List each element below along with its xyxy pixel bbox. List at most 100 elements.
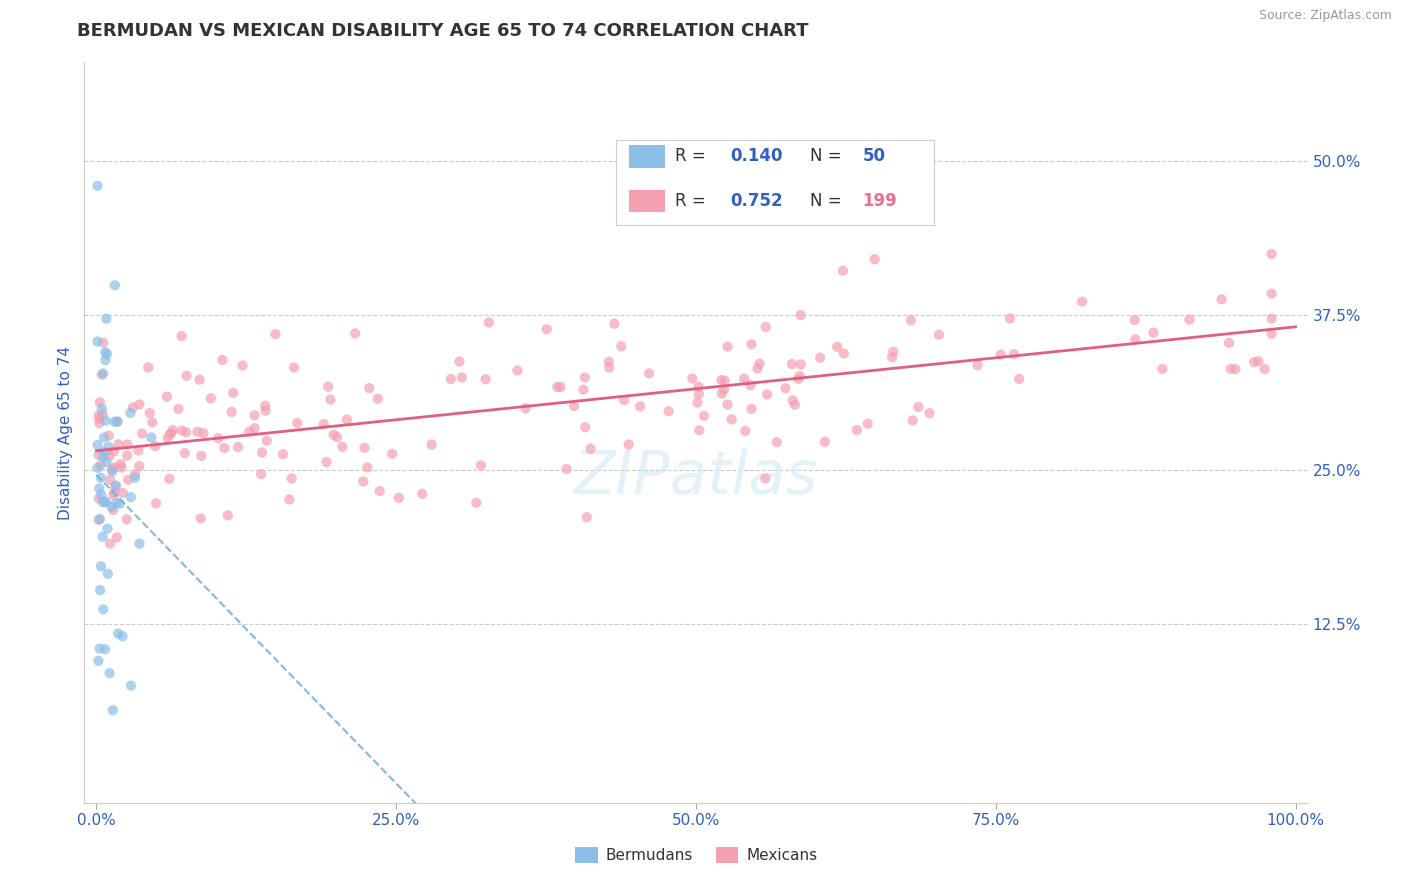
Point [710,386,733,401]
Text: N =: N = [810,192,846,210]
Point [1008,372,1031,386]
Point [332,440,354,454]
Point [226,440,249,454]
Point [598,360,620,375]
Point [139,406,162,420]
Point [1260,247,1282,261]
Y-axis label: Disability Age 65 to 74: Disability Age 65 to 74 [58,345,73,520]
Point [579,442,602,456]
Point [207,431,229,445]
Point [136,360,159,375]
Point [162,423,184,437]
Point [278,492,301,507]
Point [352,475,374,489]
Point [104,278,127,293]
Point [832,263,855,277]
Point [832,346,855,360]
Point [856,417,879,431]
Point [96,347,118,361]
Point [780,357,803,371]
Point [243,421,266,435]
Point [747,361,769,376]
Point [101,462,124,476]
Text: 0.752: 0.752 [730,192,783,210]
Point [381,447,404,461]
Point [98,449,121,463]
Point [93,444,115,458]
Point [93,431,115,445]
Point [825,340,848,354]
Point [87,448,110,462]
Point [222,385,245,400]
Point [91,530,114,544]
Point [789,308,811,322]
Point [782,393,804,408]
Point [111,629,134,643]
Point [101,703,124,717]
Point [845,423,868,437]
Point [716,340,738,354]
Point [574,370,596,384]
Point [322,427,344,442]
Point [710,373,733,387]
Point [900,313,922,327]
Point [536,322,558,336]
Point [145,496,167,510]
Point [89,512,111,526]
Text: 0.140: 0.140 [730,147,783,165]
Point [748,357,770,371]
Point [97,429,120,443]
Text: BERMUDAN VS MEXICAN DISABILITY AGE 65 TO 74 CORRELATION CHART: BERMUDAN VS MEXICAN DISABILITY AGE 65 TO… [77,22,808,40]
Point [120,406,142,420]
Point [107,626,129,640]
Point [250,467,273,482]
Text: 199: 199 [862,192,897,210]
Point [449,354,471,368]
Point [713,374,735,388]
Point [104,479,127,493]
Point [232,359,254,373]
Text: Source: ZipAtlas.com: Source: ZipAtlas.com [1258,9,1392,22]
Point [603,317,626,331]
Point [901,413,924,427]
Point [89,482,111,496]
Bar [628,190,665,212]
Point [86,438,108,452]
Point [388,491,411,505]
Point [111,486,134,500]
Point [1178,312,1201,326]
Point [1260,311,1282,326]
FancyBboxPatch shape [616,140,935,226]
Point [766,435,789,450]
Point [98,473,121,487]
Point [97,566,120,581]
Point [86,178,108,193]
Point [555,462,578,476]
Point [420,437,443,451]
Point [681,371,703,385]
Point [1152,362,1174,376]
Point [356,460,378,475]
Point [688,423,710,437]
Point [250,445,273,459]
Point [688,380,710,394]
Point [110,460,132,475]
Point [94,642,117,657]
Point [465,496,488,510]
Point [91,450,114,464]
Point [506,363,529,377]
Point [104,478,127,492]
Point [190,511,212,525]
Point [470,458,492,473]
Point [86,334,108,349]
Point [94,414,117,428]
Point [87,513,110,527]
Point [550,380,572,394]
Point [575,510,598,524]
Point [107,437,129,451]
Point [89,395,111,409]
Point [783,398,806,412]
Point [789,369,811,384]
Point [312,417,335,431]
Point [863,252,886,267]
